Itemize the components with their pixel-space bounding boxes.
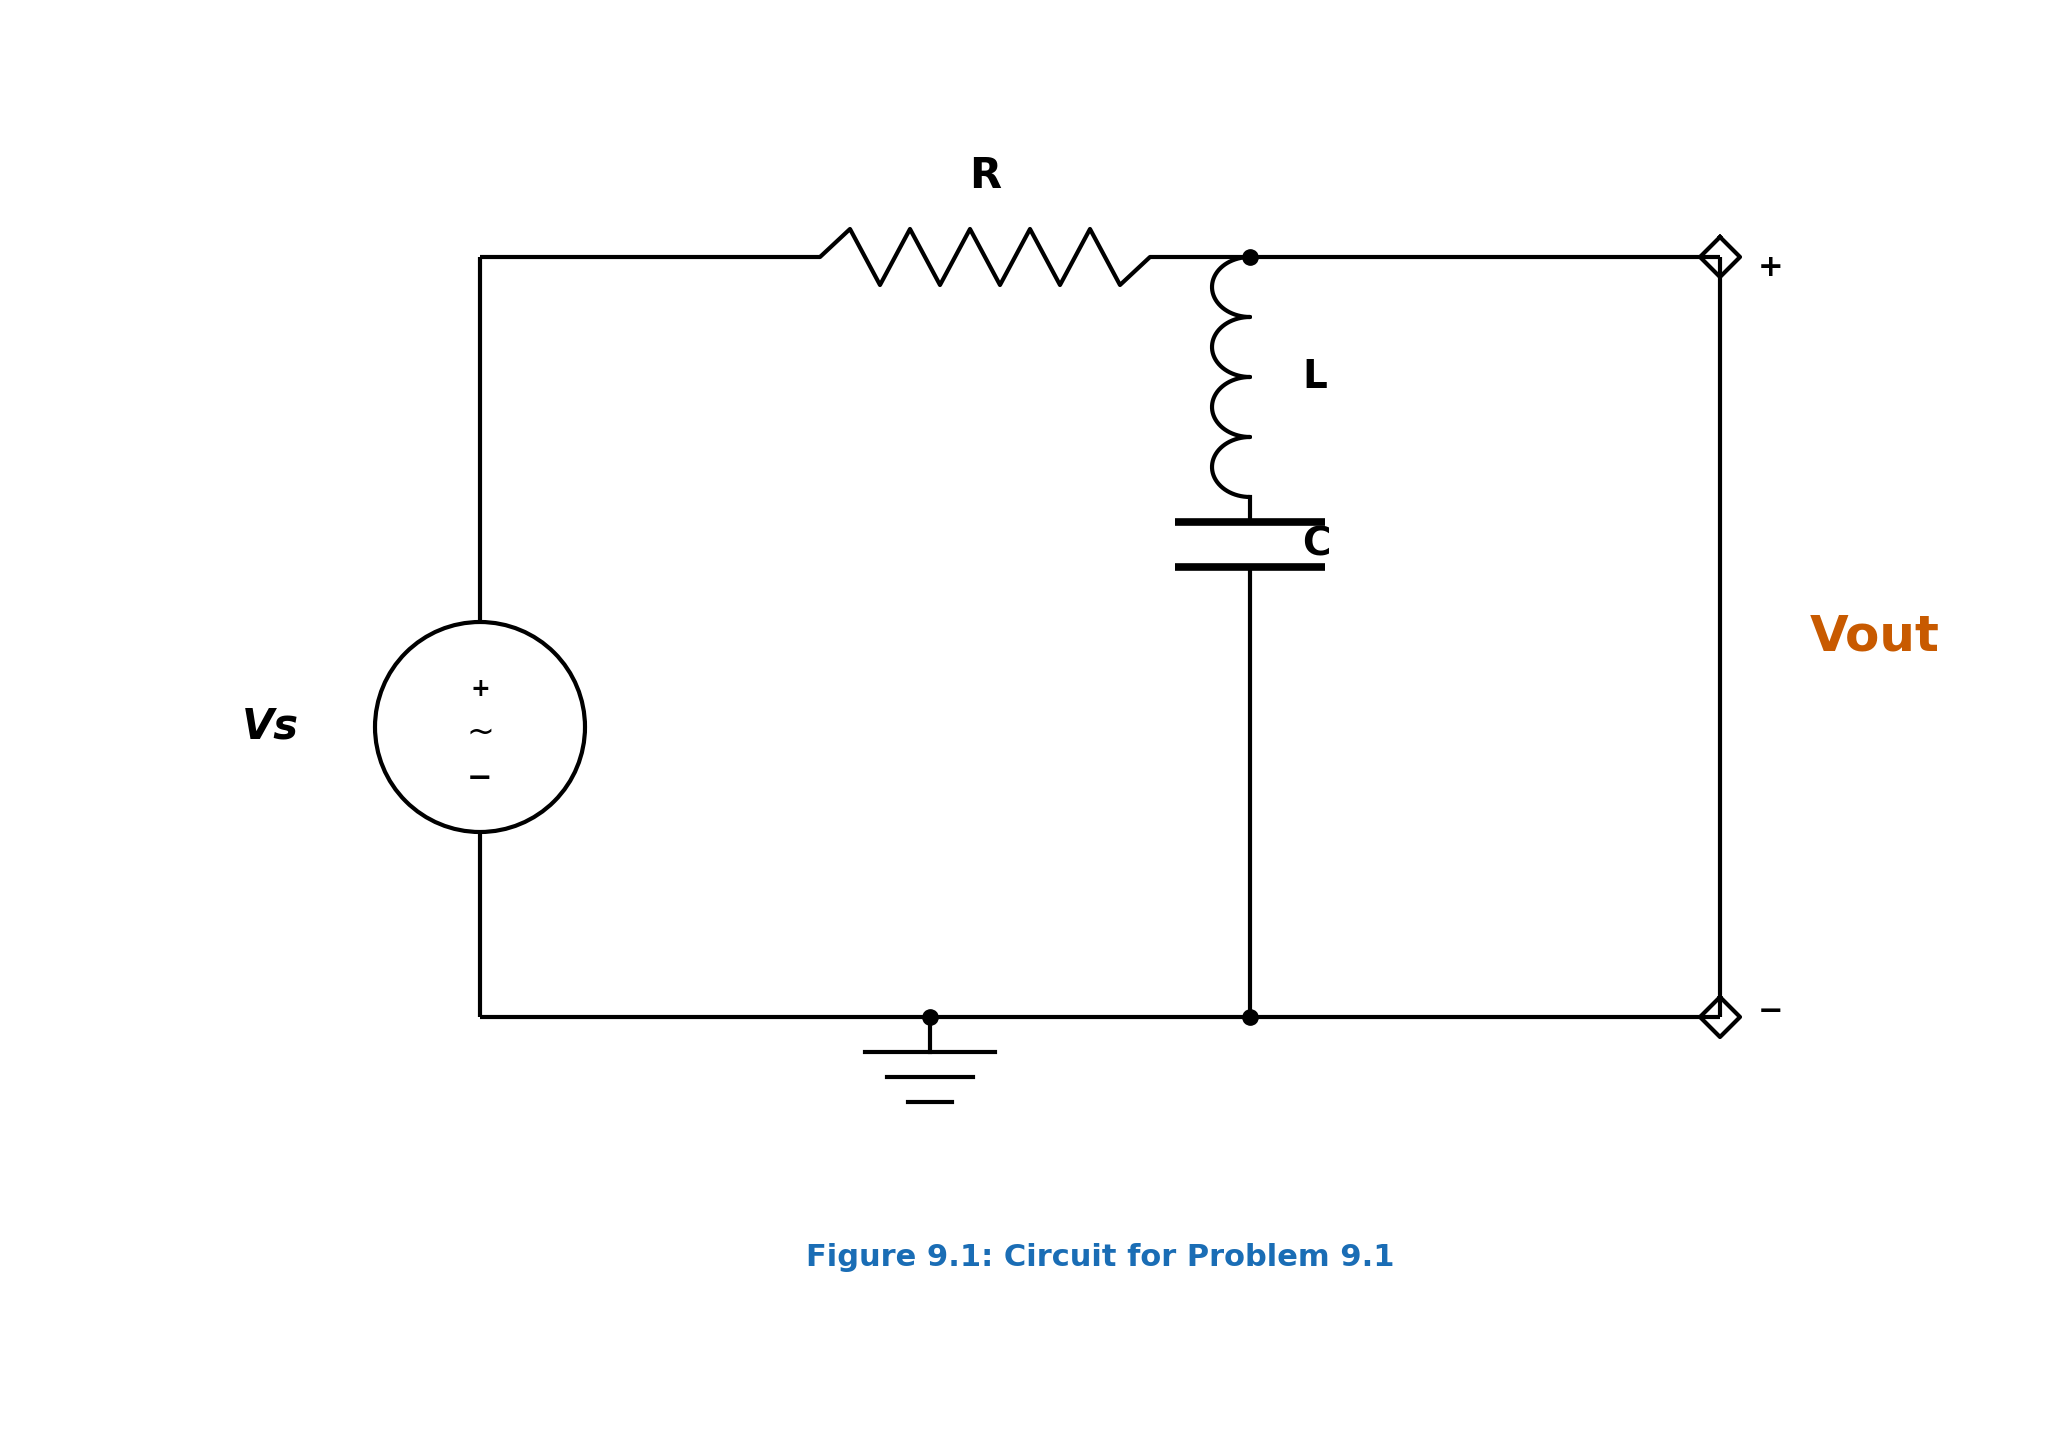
Text: C: C bbox=[1301, 526, 1330, 563]
Text: R: R bbox=[970, 155, 1000, 197]
Text: +: + bbox=[1758, 253, 1784, 282]
Text: −: − bbox=[466, 764, 493, 793]
Text: +: + bbox=[471, 677, 489, 701]
Text: Vs: Vs bbox=[241, 706, 299, 749]
Text: L: L bbox=[1301, 358, 1328, 397]
Text: −: − bbox=[1758, 997, 1784, 1026]
Text: Figure 9.1: Circuit for Problem 9.1: Figure 9.1: Circuit for Problem 9.1 bbox=[806, 1243, 1393, 1272]
Text: Vout: Vout bbox=[1811, 614, 1940, 661]
Text: ~: ~ bbox=[466, 716, 493, 749]
